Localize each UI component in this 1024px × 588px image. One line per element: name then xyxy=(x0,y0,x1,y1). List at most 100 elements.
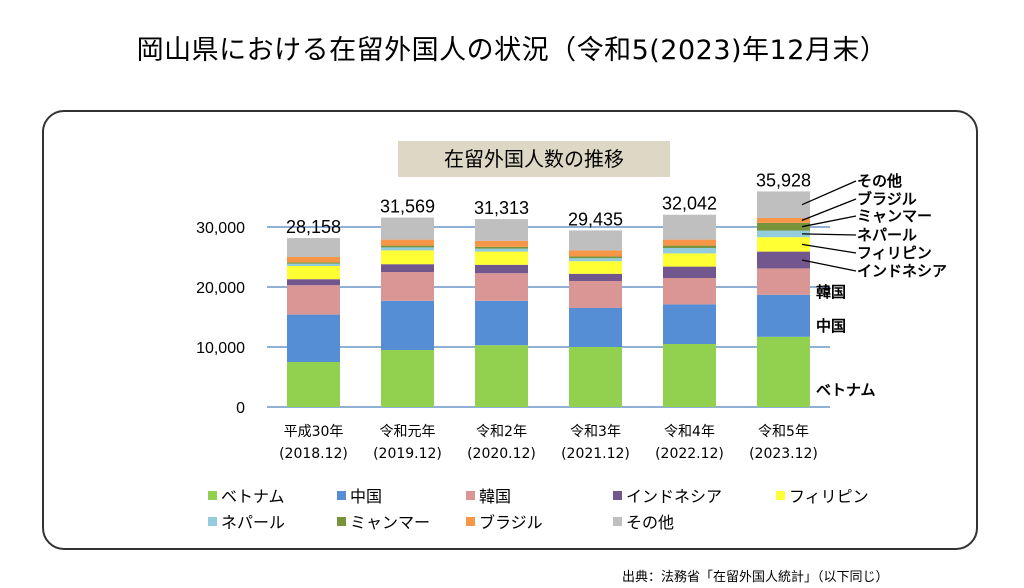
x-tick-label: 令和4年 xyxy=(664,424,715,440)
callout-label: その他 xyxy=(857,172,902,190)
callout-label: ネパール xyxy=(857,226,917,244)
bar-segment xyxy=(569,281,622,308)
legend-label: インドネシア xyxy=(626,487,723,506)
legend-item: その他 xyxy=(613,509,733,533)
x-tick-label: 令和2年 xyxy=(476,424,527,440)
legend-swatch xyxy=(466,490,475,500)
legend-item: フィリピン xyxy=(776,483,896,507)
bar-segment xyxy=(381,245,434,248)
callout-label: ブラジル xyxy=(857,190,917,208)
legend-swatch xyxy=(613,490,622,500)
total-label: 32,042 xyxy=(662,194,717,214)
callout-label: ミャンマー xyxy=(857,207,932,225)
legend-row-2: ネパール ミャンマー ブラジル その他 xyxy=(208,508,908,534)
callout-line xyxy=(801,198,857,222)
bar-stack xyxy=(569,230,622,407)
x-tick-label: 平成30年 xyxy=(284,424,344,440)
x-axis-ticks: 平成30年 (2018.12) 令和元年 (2019.12) 令和2年 (2020.12)… xyxy=(279,424,818,462)
legend-label: 韓国 xyxy=(479,487,512,506)
legend-item: 中国 xyxy=(337,483,466,507)
page-title: 岡山県における在留外国人の状況（令和5(2023)年12月末） xyxy=(136,35,888,66)
x-tick-label: 令和3年 xyxy=(570,424,621,440)
bars xyxy=(287,191,810,407)
legend-row-1: ベトナム 中国 韓国 インドネシア フィリピン xyxy=(208,482,908,508)
bar-segment xyxy=(757,237,810,252)
bar-segment xyxy=(287,279,340,286)
series-label: 韓国 xyxy=(816,283,846,301)
legend-item: ベトナム xyxy=(208,483,337,507)
bar-segment xyxy=(663,248,716,254)
legend-label: ベトナム xyxy=(221,487,285,506)
bar-segment xyxy=(569,273,622,281)
bar-stack xyxy=(381,217,434,407)
bar-segment xyxy=(381,250,434,265)
x-tick-label: 令和元年 xyxy=(380,424,436,440)
bar-segment xyxy=(381,272,434,301)
y-tick-label: 20,000 xyxy=(196,280,245,297)
bar-segment xyxy=(287,262,340,264)
y-axis-ticks: 0 10,000 20,000 30,000 xyxy=(196,220,245,417)
x-tick-label: 令和5年 xyxy=(758,424,809,440)
bar-segment xyxy=(475,264,528,274)
legend-swatch xyxy=(337,490,346,500)
total-labels: 28,158 31,569 31,313 29,435 32,042 35,928 xyxy=(286,170,811,237)
callout-label: フィリピン xyxy=(857,244,932,262)
bar-segment xyxy=(569,308,622,347)
legend-label: ネパール xyxy=(221,513,286,532)
series-label: ベトナム xyxy=(816,381,876,399)
bar-segment xyxy=(475,248,528,252)
bar-segment xyxy=(663,304,716,344)
legend-swatch xyxy=(613,516,622,526)
bar-segment xyxy=(757,294,810,337)
bar-segment xyxy=(663,266,716,278)
bar-segment xyxy=(757,230,810,238)
bar-segment xyxy=(663,214,716,240)
legend-label: その他 xyxy=(626,513,675,532)
bar-segment xyxy=(757,268,810,295)
bar-segment xyxy=(757,218,810,223)
bar-segment xyxy=(381,300,434,350)
bar-stack xyxy=(287,238,340,407)
bar-stack xyxy=(663,214,716,407)
legend-label: ミャンマー xyxy=(350,513,431,532)
legend-item: インドネシア xyxy=(613,483,776,507)
legend-item: ブラジル xyxy=(466,509,613,533)
bar-stack xyxy=(757,191,810,407)
total-label: 31,569 xyxy=(380,197,435,217)
bar-segment xyxy=(287,257,340,263)
bar-segment xyxy=(475,251,528,265)
bar-segment xyxy=(569,230,622,251)
x-tick-label: (2020.12) xyxy=(467,446,536,462)
legend-swatch xyxy=(776,490,785,500)
bar-segment xyxy=(475,246,528,249)
bar-segment xyxy=(287,238,340,257)
bar-segment xyxy=(757,222,810,231)
legend-label: 中国 xyxy=(350,487,383,506)
callout-line xyxy=(801,259,857,272)
source-note: 出典：法務省「在留外国人統計」（以下同じ） xyxy=(622,570,889,585)
gridlines xyxy=(267,226,830,408)
bar-segment xyxy=(475,273,528,301)
bar-segment xyxy=(475,345,528,407)
bar-segment xyxy=(287,263,340,266)
bar-segment xyxy=(475,240,528,247)
bar-segment xyxy=(381,247,434,251)
y-tick-label: 10,000 xyxy=(196,340,245,357)
bar-segment xyxy=(757,336,810,407)
bar-segment xyxy=(381,350,434,407)
bar-segment xyxy=(757,251,810,269)
callout-line xyxy=(801,180,857,206)
chart-title: 在留外国人数の推移 xyxy=(398,141,670,177)
bar-segment xyxy=(569,258,622,262)
legend-label: フィリピン xyxy=(789,487,869,506)
x-tick-label: (2022.12) xyxy=(655,446,724,462)
legend-label: ブラジル xyxy=(479,513,543,532)
total-label: 35,928 xyxy=(756,170,811,190)
bar-segment xyxy=(287,314,340,362)
y-tick-label: 30,000 xyxy=(196,220,245,237)
bar-segment xyxy=(569,261,622,274)
bar-segment xyxy=(663,245,716,248)
legend-item: ミャンマー xyxy=(337,509,466,533)
x-tick-label: (2019.12) xyxy=(373,446,442,462)
